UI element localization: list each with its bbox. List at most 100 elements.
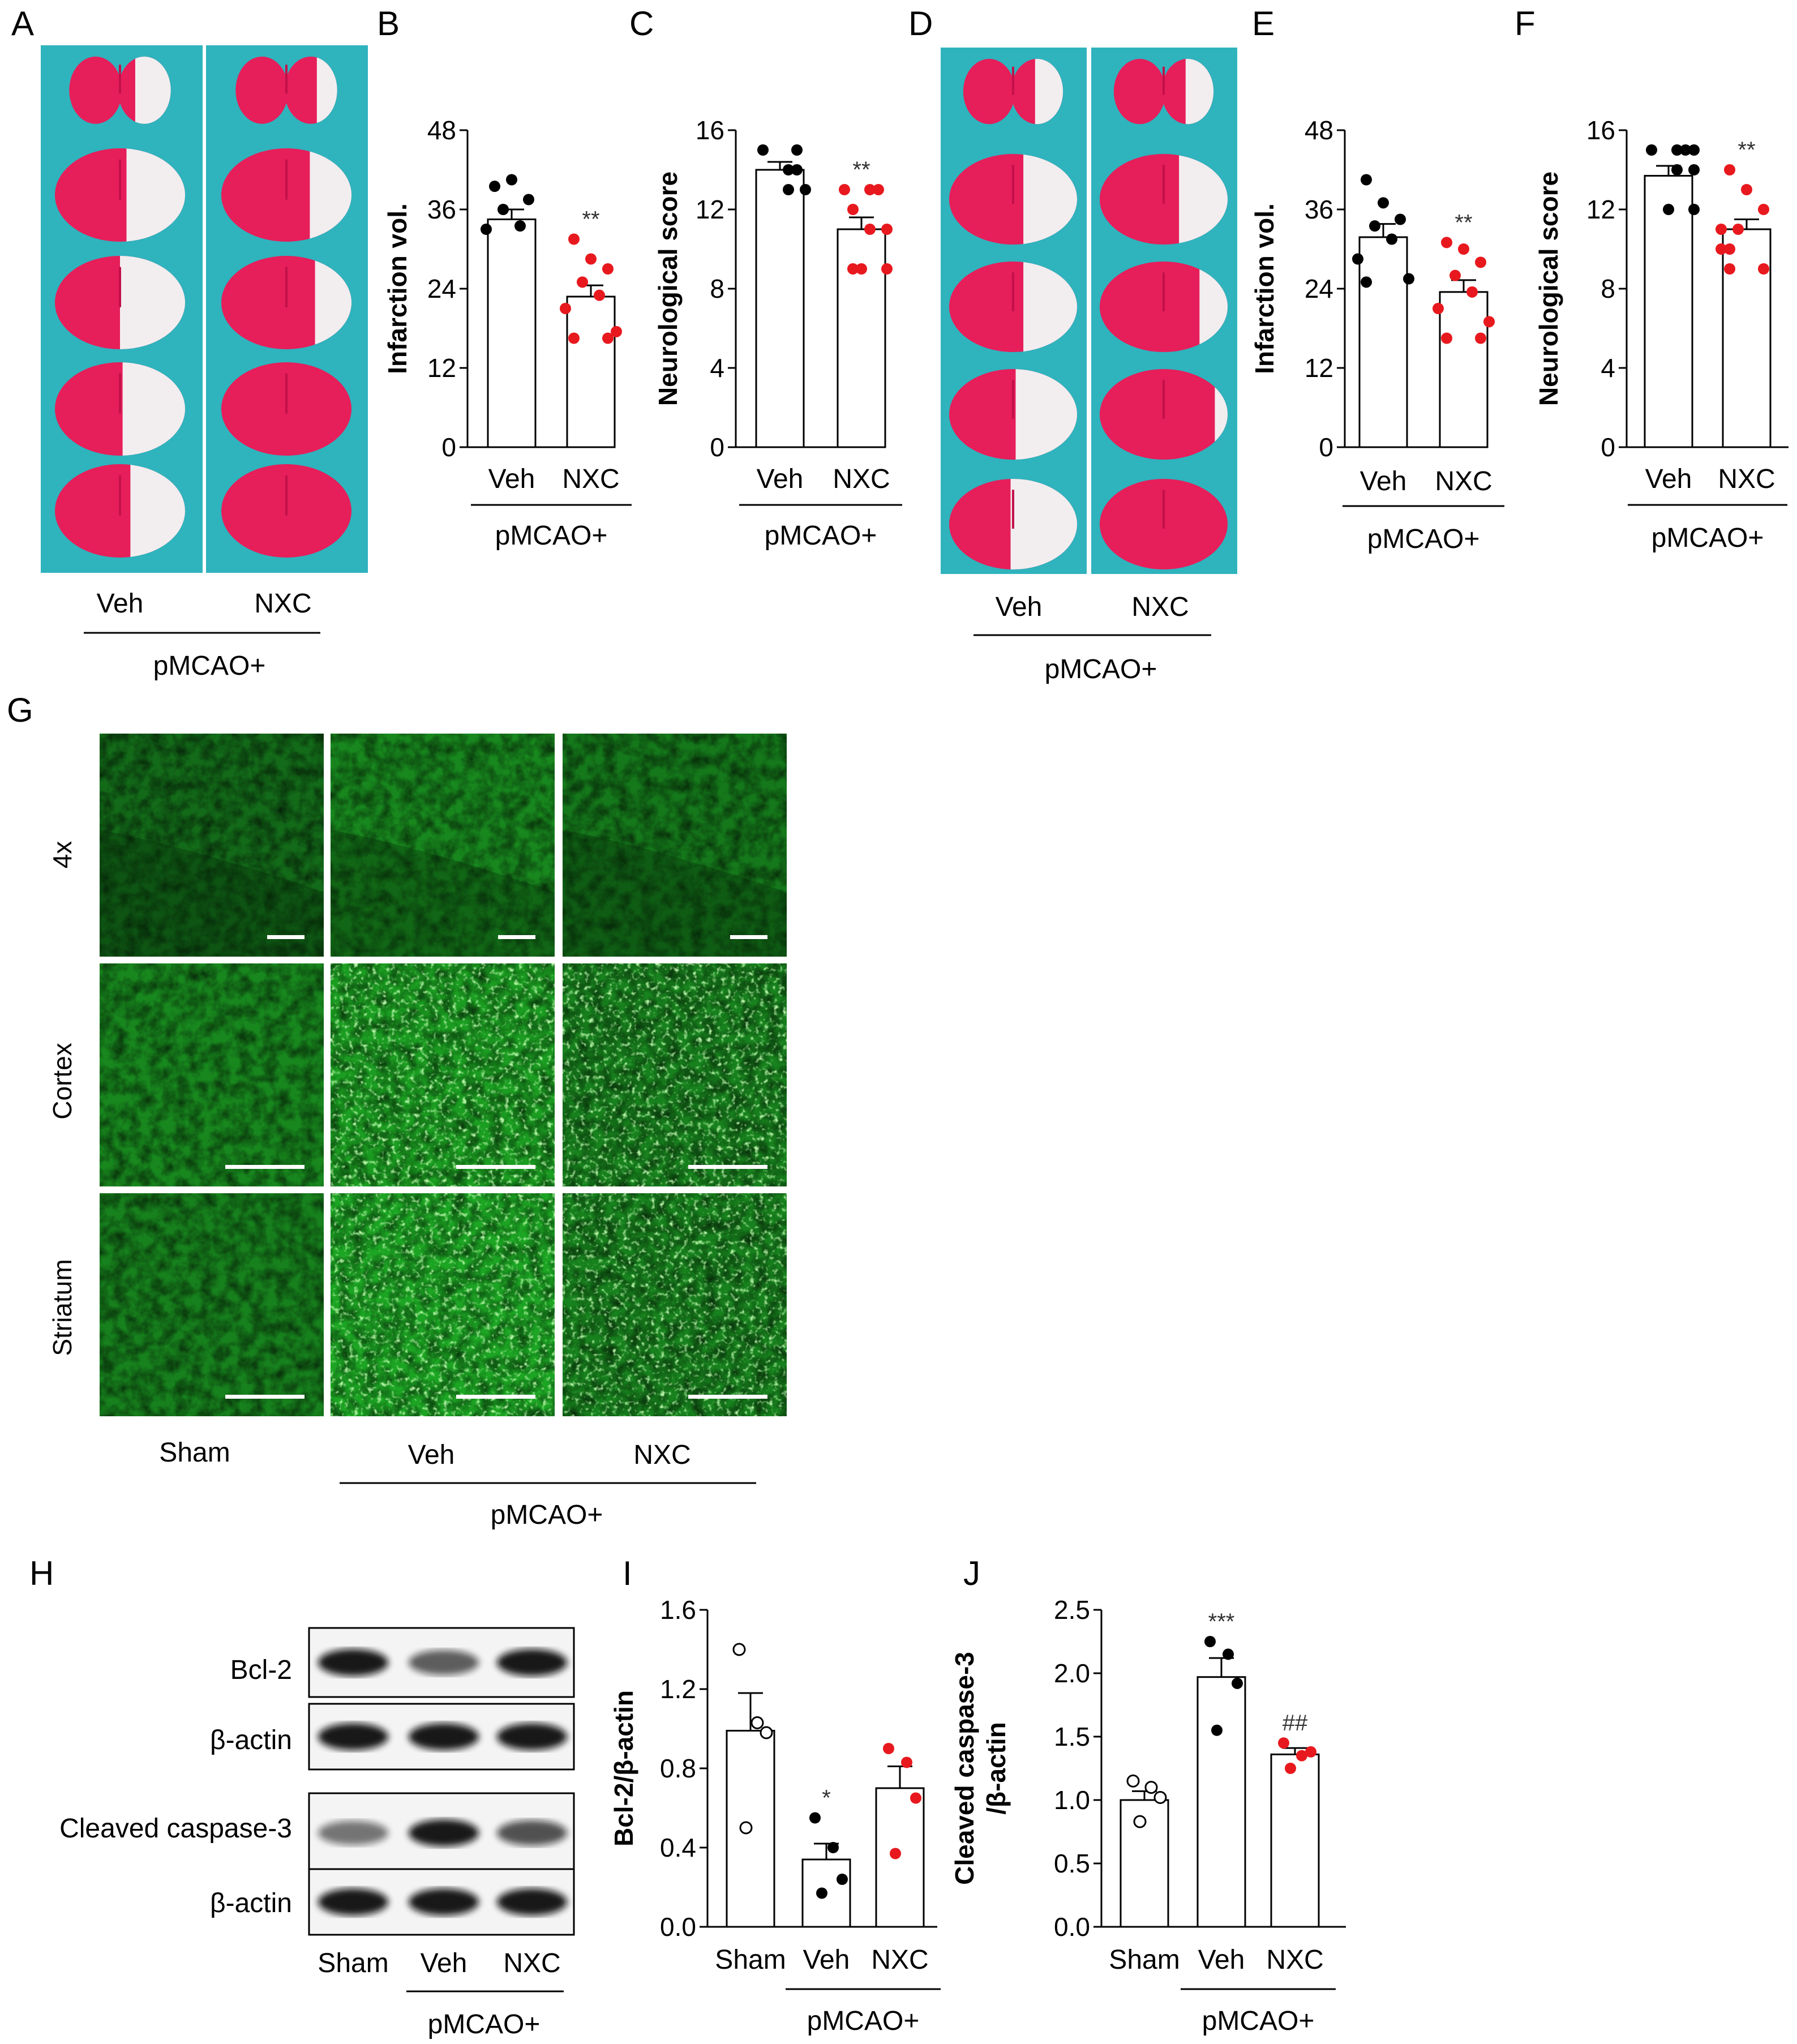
significance-label: ** <box>852 157 870 182</box>
bar-nxc <box>1439 291 1489 448</box>
category-label: NXC <box>1718 464 1775 494</box>
data-point <box>1352 253 1363 265</box>
group-label: pMCAO+ <box>807 2006 920 2036</box>
data-point <box>1449 269 1461 281</box>
y-axis-label: Infarction vol. <box>1250 203 1279 374</box>
micrograph-striatum-nxc <box>563 1193 787 1416</box>
data-point <box>1223 1648 1234 1660</box>
col-label-nxc-d: NXC <box>1131 592 1189 622</box>
blot-band <box>497 1723 567 1750</box>
col-label-veh-a: Veh <box>97 589 144 619</box>
y-tick-label: 0 <box>1601 432 1615 462</box>
blot-band <box>318 1649 388 1676</box>
data-point <box>1441 237 1452 248</box>
brain-slice <box>55 362 185 456</box>
panel-d: D Veh NXC pMCAO+ <box>908 5 1237 684</box>
y-tick-label: 0.0 <box>1054 1912 1090 1942</box>
data-point <box>847 263 859 275</box>
lane-label-nxc: NXC <box>503 1948 560 1978</box>
data-point <box>1369 220 1380 232</box>
bar-nxc <box>566 295 616 448</box>
data-point <box>839 184 850 195</box>
micrograph-cortex-veh <box>331 963 555 1186</box>
y-axis-label-line1: Cleaved caspase-3 <box>950 1652 979 1885</box>
blot-band <box>497 1649 567 1676</box>
data-point <box>1441 332 1452 344</box>
category-label: Veh <box>757 464 804 494</box>
data-point <box>1133 1815 1147 1828</box>
category-label: Veh <box>1198 1945 1245 1975</box>
y-tick-label: 12 <box>1586 195 1615 224</box>
y-axis-label: Neurological score <box>653 172 683 406</box>
row-label-4x: 4x <box>48 841 77 869</box>
data-point <box>837 1874 848 1885</box>
data-point <box>568 233 580 245</box>
panel-label-a: A <box>11 5 34 42</box>
data-point <box>1741 184 1752 195</box>
bar-nxc <box>875 1787 925 1928</box>
brain-slice <box>1113 59 1214 125</box>
data-point <box>1715 224 1727 235</box>
data-point <box>1285 1763 1296 1774</box>
data-point <box>1663 204 1674 215</box>
band-label-actin-1: β-actin <box>210 1725 292 1755</box>
data-point <box>481 224 492 235</box>
bar-nxc <box>1270 1753 1320 1928</box>
bar-veh <box>1358 236 1408 448</box>
y-tick-label: 12 <box>696 195 724 224</box>
y-tick-label: 4 <box>1601 353 1615 383</box>
data-point <box>1211 1724 1223 1736</box>
brain-slice <box>69 56 171 124</box>
data-point <box>791 144 803 156</box>
significance-label: *** <box>1208 1609 1235 1634</box>
significance-label: ** <box>1455 210 1472 235</box>
brain-slice <box>55 464 185 558</box>
micrograph-4x-veh <box>331 734 555 957</box>
data-point <box>568 332 580 344</box>
panel-label-c: C <box>629 5 654 42</box>
y-tick-label: 1.5 <box>1054 1722 1090 1751</box>
data-point <box>560 303 571 314</box>
data-point <box>760 1726 773 1739</box>
panel-label-i: I <box>623 1554 632 1592</box>
data-point <box>883 1743 894 1754</box>
data-point <box>602 263 614 275</box>
brain-slice <box>221 256 351 349</box>
brain-slice <box>221 362 351 456</box>
brain-slice <box>949 262 1077 352</box>
data-point <box>783 164 794 175</box>
group-label-g: pMCAO+ <box>491 1500 603 1530</box>
y-tick-label: 2.0 <box>1054 1659 1090 1688</box>
brain-slice <box>55 256 185 349</box>
y-tick-label: 0.5 <box>1054 1849 1090 1878</box>
bar-veh <box>1196 1676 1246 1928</box>
group-label: pMCAO+ <box>765 521 877 551</box>
data-point <box>873 184 884 195</box>
bar-veh <box>755 169 805 448</box>
y-tick-label: 16 <box>696 115 724 145</box>
y-tick-label: 0 <box>1319 432 1333 462</box>
micrograph-cortex-sham <box>100 963 324 1186</box>
scale-bar <box>225 1165 304 1169</box>
category-label: Veh <box>488 464 535 494</box>
y-tick-label: 1.0 <box>1054 1785 1090 1815</box>
y-axis-label: Infarction vol. <box>383 203 412 374</box>
data-point <box>1296 1750 1307 1762</box>
blot-band <box>497 1888 567 1916</box>
data-point <box>1680 144 1691 156</box>
micrograph-4x-sham <box>100 734 324 957</box>
panel-h: H Bcl-2 β-actin Cleaved caspase-3 β-acti… <box>29 1554 575 2039</box>
brain-slice <box>1100 479 1228 569</box>
chart-f: F 0 4 8 12 16 Neurological score Veh ** NXC pMCAO+ <box>1515 5 1789 553</box>
data-point <box>1153 1791 1167 1805</box>
scale-bar <box>456 1395 535 1399</box>
data-point <box>1126 1774 1140 1788</box>
data-point <box>1732 224 1744 235</box>
brain-slice <box>235 56 337 124</box>
data-point <box>732 1643 746 1656</box>
data-point <box>1361 174 1372 186</box>
data-point <box>1232 1677 1243 1689</box>
y-tick-label: 0.0 <box>660 1912 696 1942</box>
data-point <box>1433 303 1444 314</box>
group-label-a: pMCAO+ <box>153 651 266 681</box>
